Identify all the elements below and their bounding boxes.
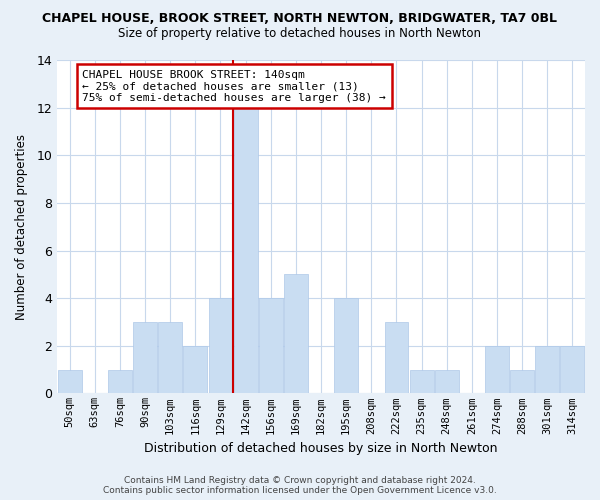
Bar bbox=[410, 370, 434, 394]
Bar bbox=[560, 346, 584, 394]
Text: Contains public sector information licensed under the Open Government Licence v3: Contains public sector information licen… bbox=[103, 486, 497, 495]
Y-axis label: Number of detached properties: Number of detached properties bbox=[15, 134, 28, 320]
Bar bbox=[108, 370, 132, 394]
Bar bbox=[385, 322, 409, 394]
X-axis label: Distribution of detached houses by size in North Newton: Distribution of detached houses by size … bbox=[144, 442, 498, 455]
Text: Size of property relative to detached houses in North Newton: Size of property relative to detached ho… bbox=[119, 28, 482, 40]
Bar bbox=[233, 108, 257, 394]
Bar bbox=[58, 370, 82, 394]
Text: CHAPEL HOUSE, BROOK STREET, NORTH NEWTON, BRIDGWATER, TA7 0BL: CHAPEL HOUSE, BROOK STREET, NORTH NEWTON… bbox=[43, 12, 557, 26]
Bar bbox=[485, 346, 509, 394]
Text: CHAPEL HOUSE BROOK STREET: 140sqm
← 25% of detached houses are smaller (13)
75% : CHAPEL HOUSE BROOK STREET: 140sqm ← 25% … bbox=[82, 70, 386, 102]
Bar bbox=[209, 298, 232, 394]
Bar bbox=[334, 298, 358, 394]
Bar bbox=[158, 322, 182, 394]
Bar bbox=[535, 346, 559, 394]
Text: Contains HM Land Registry data © Crown copyright and database right 2024.: Contains HM Land Registry data © Crown c… bbox=[124, 476, 476, 485]
Bar bbox=[259, 298, 283, 394]
Bar bbox=[510, 370, 534, 394]
Bar bbox=[435, 370, 458, 394]
Bar bbox=[284, 274, 308, 394]
Bar bbox=[133, 322, 157, 394]
Bar bbox=[184, 346, 207, 394]
